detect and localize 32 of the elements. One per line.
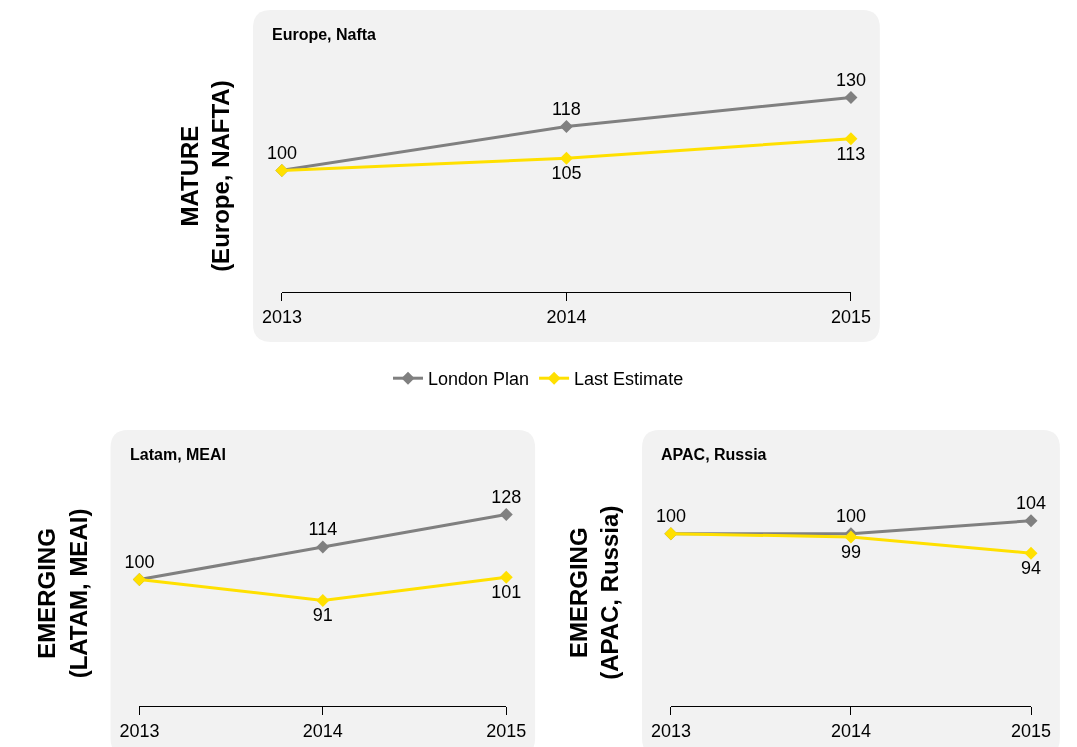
data-label: 100 bbox=[835, 505, 866, 526]
y-axis-title: EMERGING (APAC, Russia) bbox=[564, 505, 624, 680]
x-tick-label: 2013 bbox=[650, 720, 691, 741]
data-label: 130 bbox=[835, 69, 866, 90]
data-label: 104 bbox=[1015, 492, 1047, 513]
data-label: 100 bbox=[266, 142, 297, 163]
data-label: 128 bbox=[491, 486, 522, 507]
data-label: 105 bbox=[551, 162, 582, 183]
data-label: 91 bbox=[312, 605, 333, 626]
data-label: 94 bbox=[1020, 557, 1042, 578]
data-label: 99 bbox=[840, 541, 861, 562]
data-label: 114 bbox=[308, 519, 338, 540]
x-tick-label: 2013 bbox=[119, 720, 160, 741]
data-label: 113 bbox=[836, 143, 866, 164]
data-label: 101 bbox=[491, 581, 522, 602]
x-tick-label: 2014 bbox=[302, 720, 343, 741]
data-label: 100 bbox=[655, 505, 686, 526]
legend-label: London Plan bbox=[428, 369, 530, 390]
x-tick-label: 2014 bbox=[546, 306, 587, 327]
chart-title: APAC, Russia bbox=[661, 446, 767, 463]
y-axis-title: MATURE (Europe, NAFTA) bbox=[175, 80, 235, 272]
chart-title: Europe, Nafta bbox=[272, 26, 377, 43]
x-tick-label: 2014 bbox=[830, 720, 871, 741]
chart-title: Latam, MEAI bbox=[130, 446, 227, 463]
x-tick-label: 2013 bbox=[261, 306, 302, 327]
x-tick-label: 2015 bbox=[486, 720, 527, 741]
legend-label: Last Estimate bbox=[574, 369, 684, 390]
x-tick-label: 2015 bbox=[830, 306, 871, 327]
data-label: 118 bbox=[552, 98, 581, 119]
x-tick-label: 2015 bbox=[1010, 720, 1052, 741]
y-axis-title: EMERGING (LATAM, MEAI) bbox=[33, 508, 92, 679]
data-label: 100 bbox=[124, 551, 155, 572]
